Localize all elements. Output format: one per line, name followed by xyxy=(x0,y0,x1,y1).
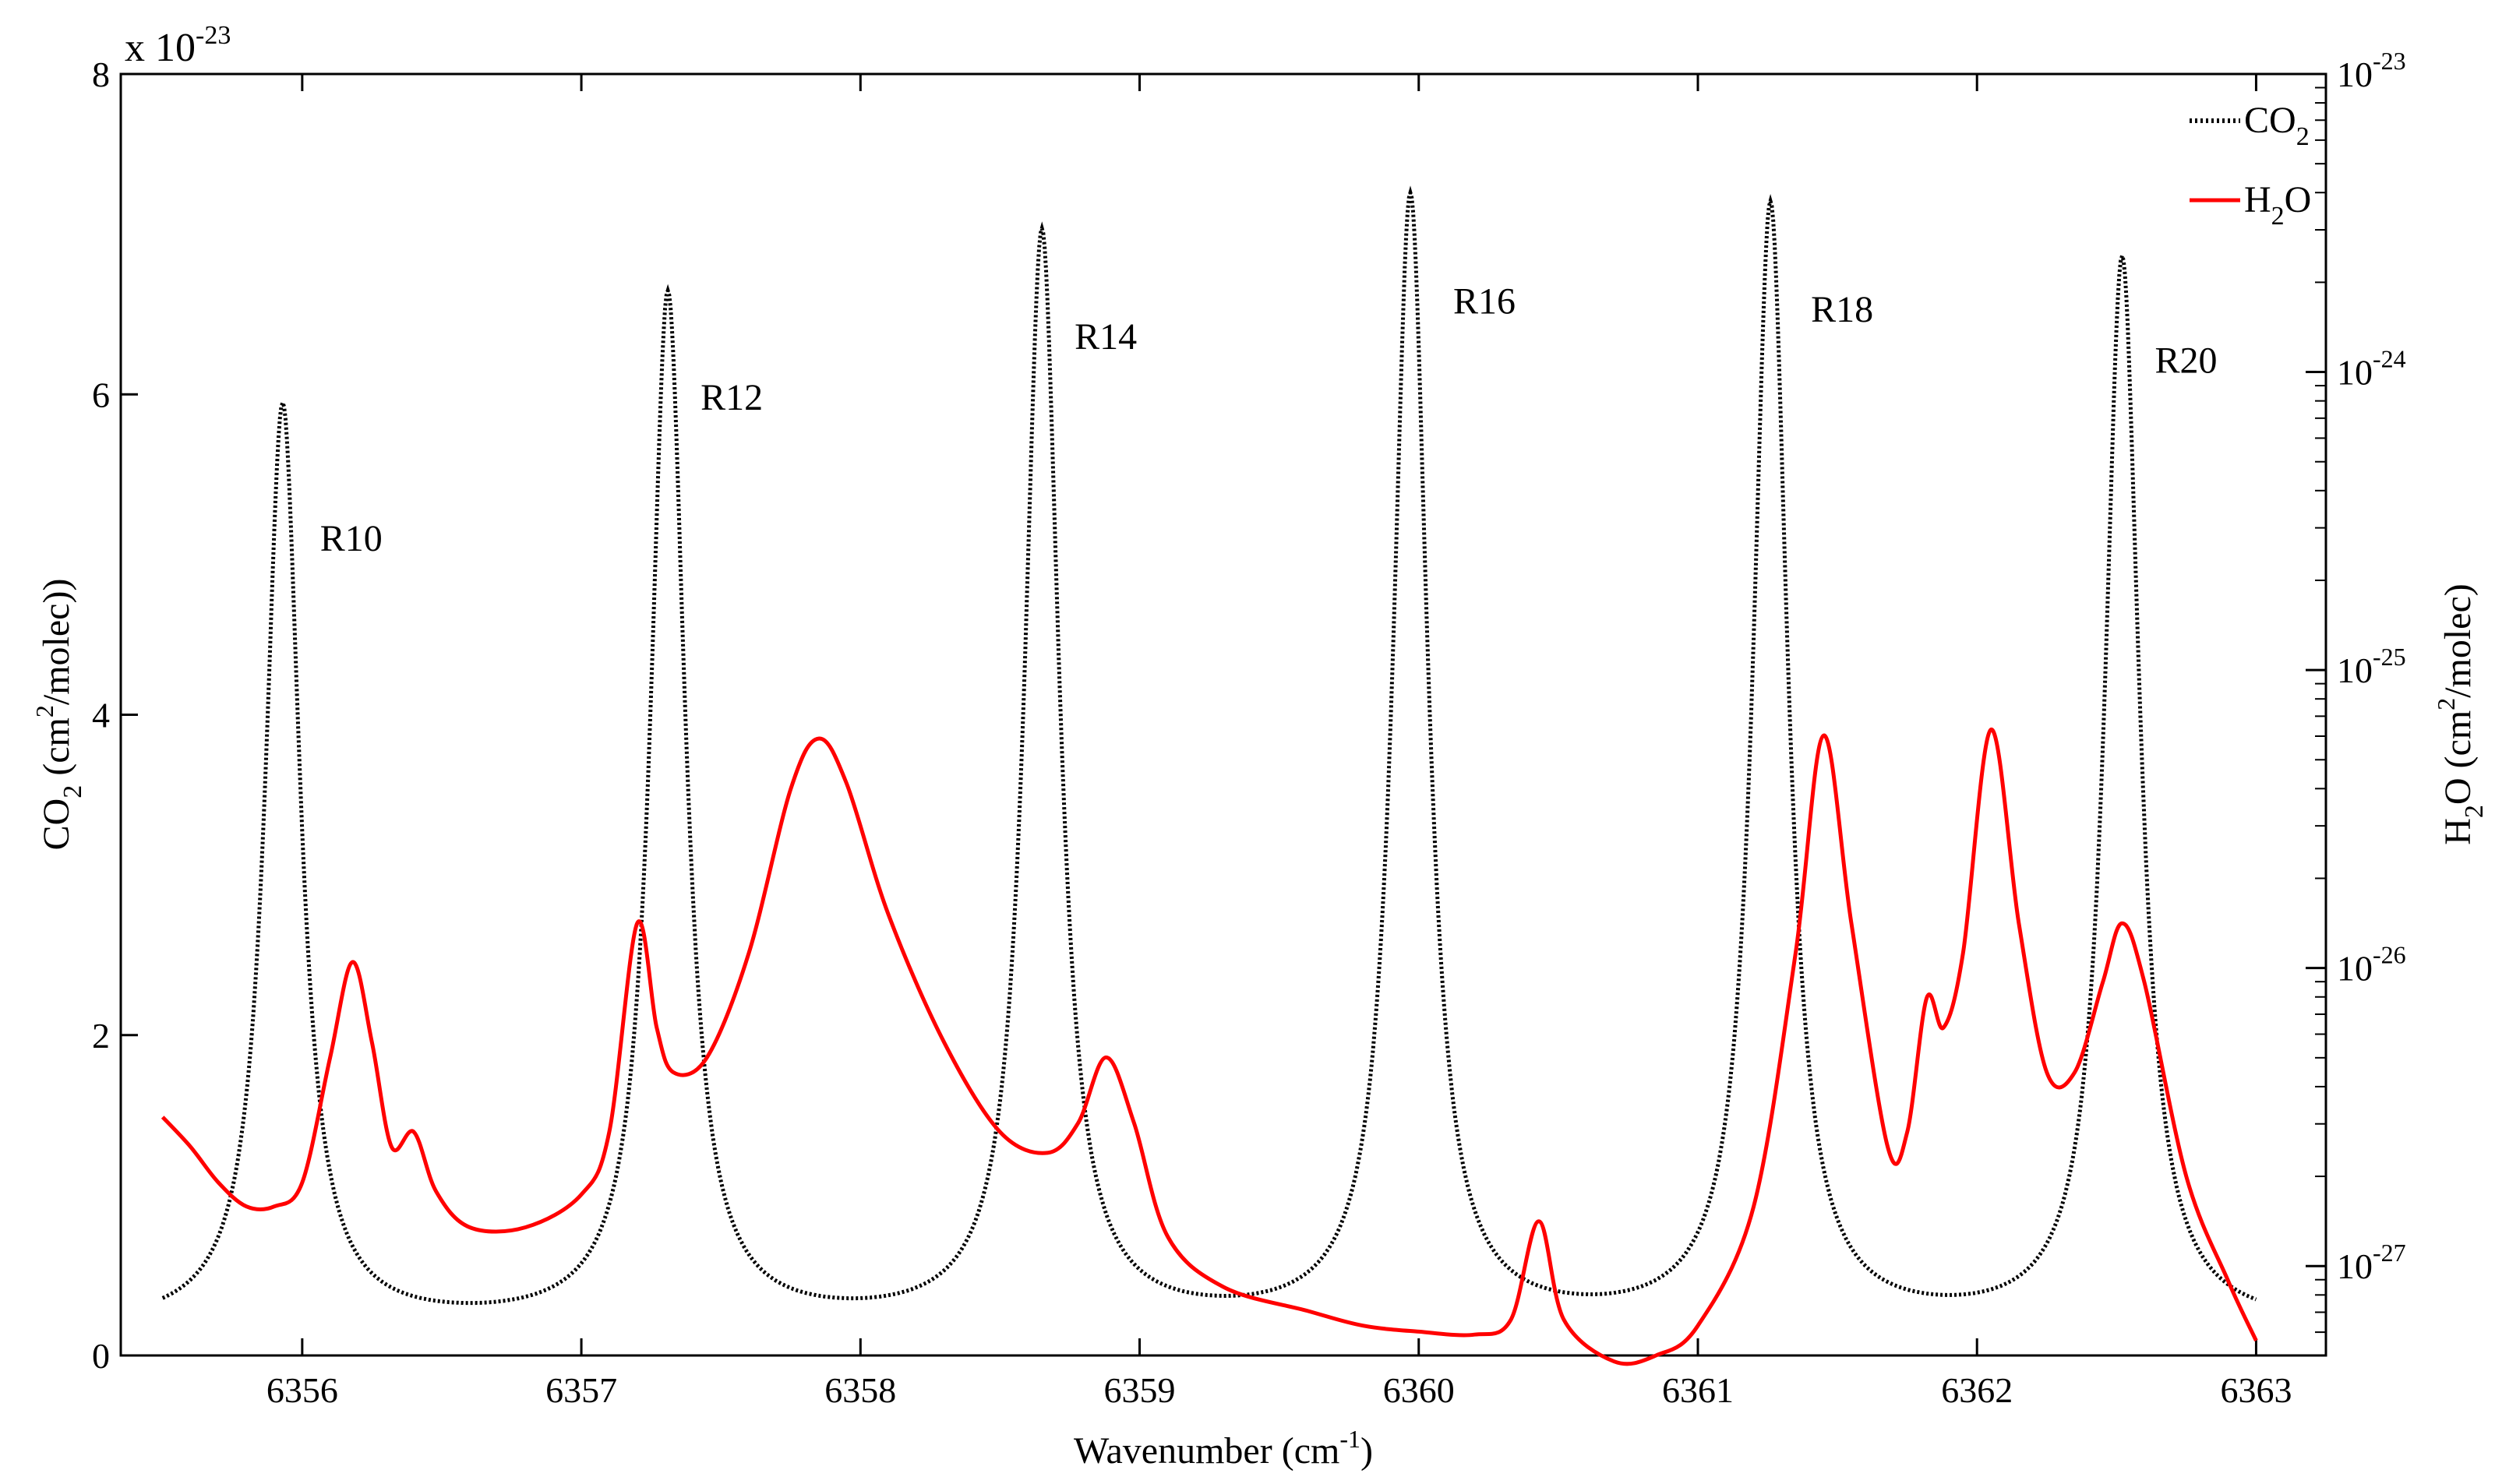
y-right-tick-label: 10-27 xyxy=(2337,1239,2406,1286)
peak-label-r12: R12 xyxy=(701,377,763,418)
x-tick-label: 6361 xyxy=(1662,1370,1734,1410)
y-left-tick-label: 8 xyxy=(92,55,110,94)
y-right-tick-label: 10-24 xyxy=(2337,345,2406,393)
legend: CO2 H2O xyxy=(2190,100,2311,231)
y-right-tick-label: 10-23 xyxy=(2337,47,2406,94)
legend-co2-label: CO2 xyxy=(2244,100,2310,151)
peak-label-r14: R14 xyxy=(1075,316,1137,358)
y-right-tick-label: 10-25 xyxy=(2337,643,2406,690)
x-tick-label: 6362 xyxy=(1941,1370,2013,1410)
peak-label-r18: R18 xyxy=(1811,289,1873,330)
x-tick-label: 6358 xyxy=(824,1370,896,1410)
y-right-axis-ticks: 10-27 10-26 10-25 10-24 10-23 xyxy=(2306,47,2406,1334)
y-left-axis-label: CO2 (cm2/molec)) xyxy=(30,579,87,851)
x-axis-ticks: 6356 6357 6358 6359 6360 6361 6362 6363 xyxy=(266,74,2292,1410)
legend-h2o-label: H2O xyxy=(2244,179,2311,231)
y-left-tick-label: 2 xyxy=(92,1016,110,1056)
peak-label-r10: R10 xyxy=(320,518,383,559)
y-left-tick-label: 0 xyxy=(92,1336,110,1376)
y-left-axis-ticks: 0 2 4 6 8 xyxy=(92,55,138,1376)
peak-labels: R10 R12 R14 R16 R18 R20 xyxy=(320,281,2218,559)
y-right-tick-label: 10-26 xyxy=(2337,941,2406,989)
x-tick-label: 6363 xyxy=(2220,1370,2292,1410)
x-axis-label: Wavenumber (cm-1) xyxy=(1074,1425,1373,1472)
plot-background xyxy=(119,72,2327,1357)
y-right-axis-label: H2O (cm2/molec) xyxy=(2432,583,2489,845)
y-left-tick-label: 6 xyxy=(92,375,110,414)
peak-label-r20: R20 xyxy=(2154,340,2217,382)
h2o-series-line xyxy=(161,728,2258,1366)
x-tick-label: 6357 xyxy=(545,1370,617,1410)
x-tick-label: 6360 xyxy=(1383,1370,1455,1410)
y-left-multiplier: x 10-23 xyxy=(125,21,231,70)
series-layer xyxy=(161,185,2258,1366)
y-left-tick-label: 4 xyxy=(92,696,110,735)
peak-label-r16: R16 xyxy=(1453,281,1516,323)
x-tick-label: 6356 xyxy=(266,1370,338,1410)
x-tick-label: 6359 xyxy=(1104,1370,1176,1410)
